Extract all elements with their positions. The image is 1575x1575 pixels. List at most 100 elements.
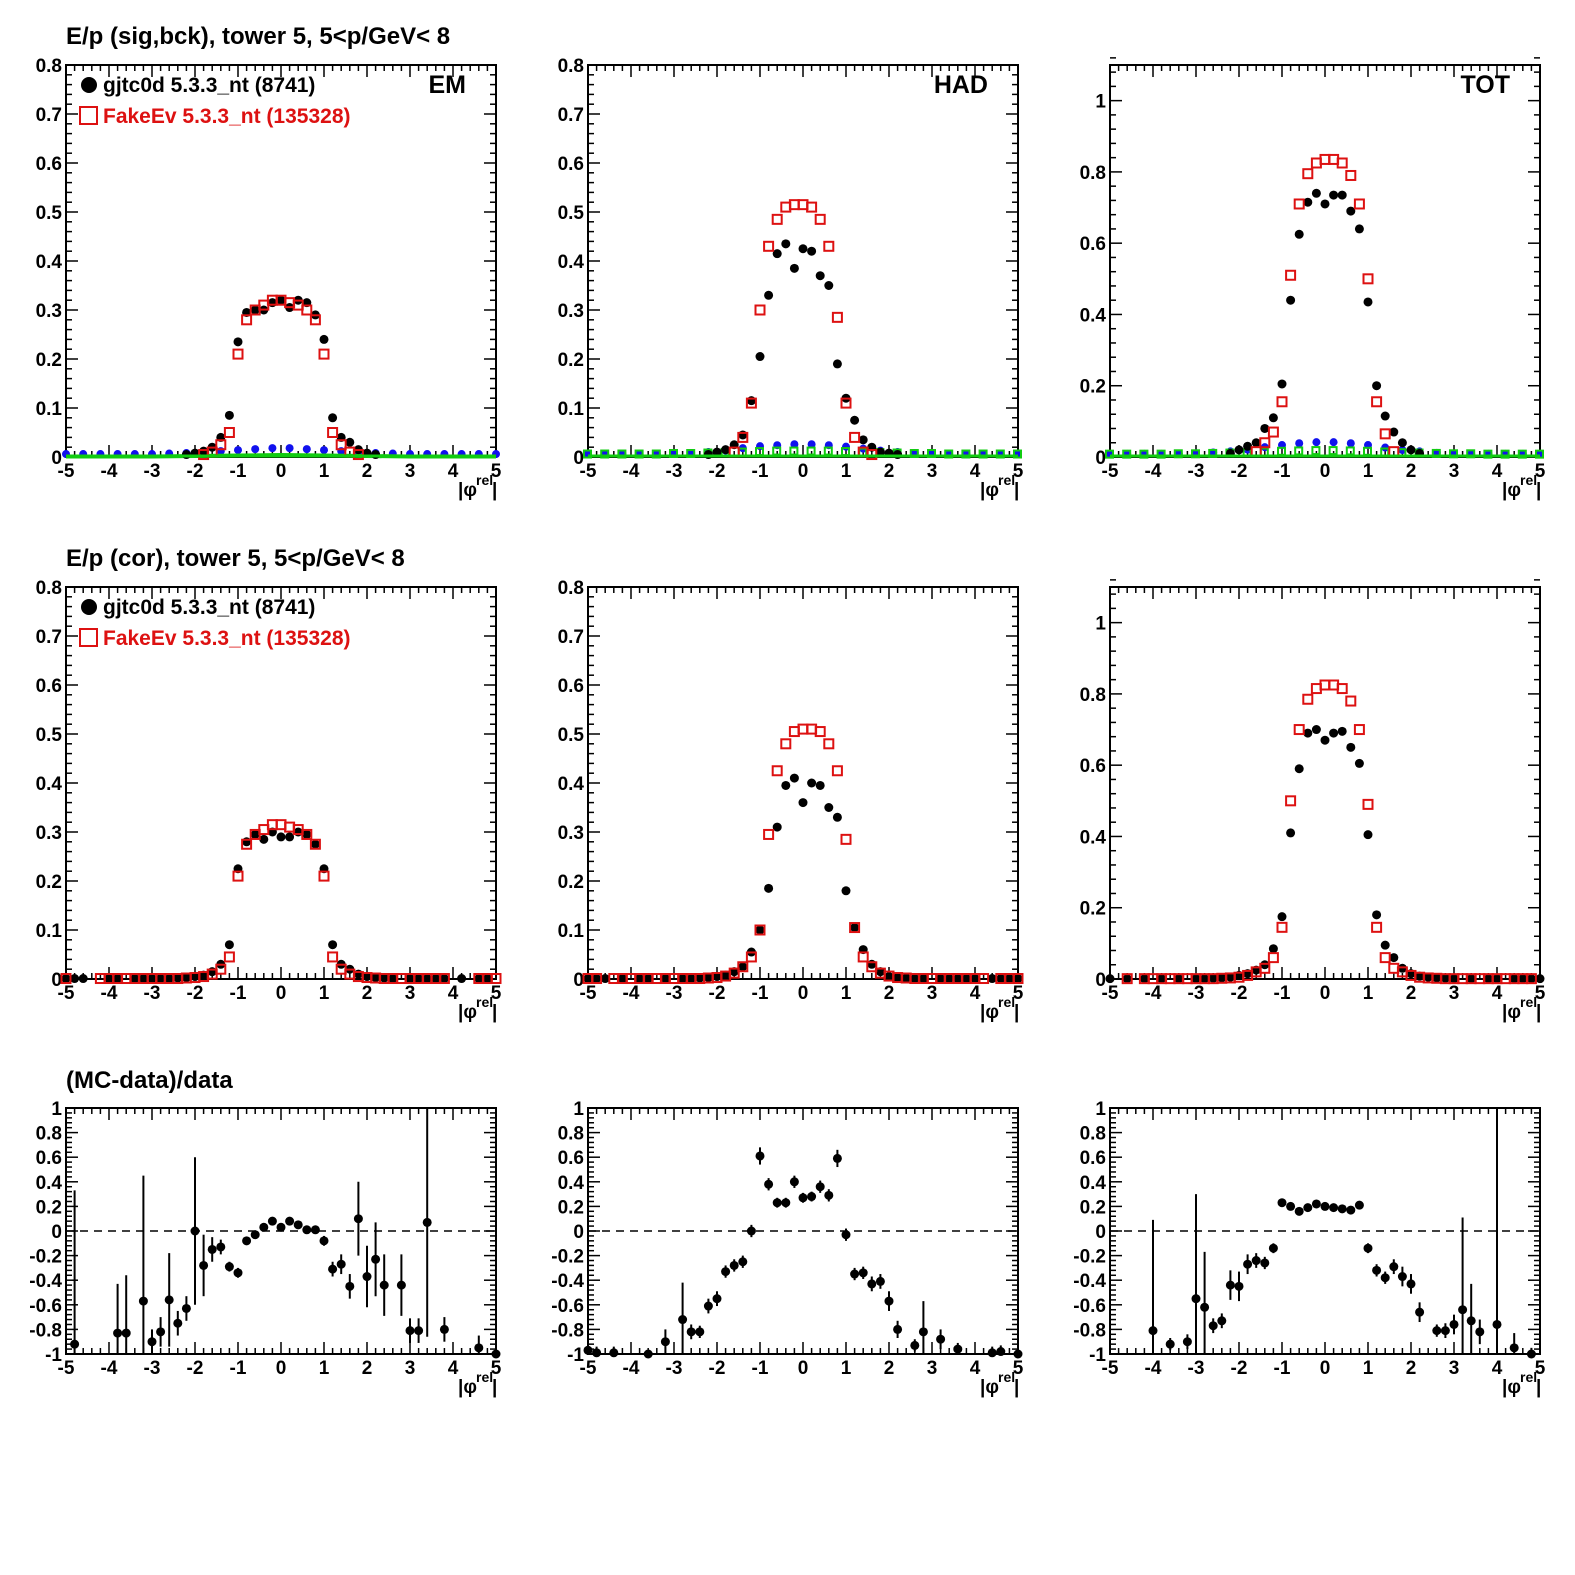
ratio-point — [336, 1259, 346, 1269]
x-tick-label: 0 — [1320, 1358, 1331, 1379]
x-tick-label: -4 — [101, 1358, 118, 1379]
ratio-point — [1165, 1339, 1175, 1349]
series-open-square — [198, 294, 364, 461]
mc-point — [301, 828, 313, 840]
data-point — [781, 239, 791, 249]
data-point — [944, 974, 954, 984]
ratio-point — [1329, 1203, 1339, 1213]
ratio-point — [491, 1349, 501, 1359]
y-tick-label: 0.5 — [558, 725, 585, 746]
data-point — [721, 445, 731, 455]
ratio-point — [353, 1214, 363, 1224]
data-point — [371, 973, 381, 983]
data-point — [643, 974, 653, 984]
y-tick-label: 0.1 — [558, 399, 585, 420]
ratio-point — [824, 1190, 834, 1200]
data-point — [1526, 974, 1536, 984]
mc-point — [1012, 973, 1024, 985]
x-tick-label: -1 — [752, 461, 769, 482]
legend-row2: gjtc0d 5.3.3_nt (8741) FakeEv 5.3.3_nt (… — [79, 596, 351, 650]
ratio-point — [738, 1257, 748, 1267]
data-point — [164, 974, 174, 984]
mc-point — [754, 304, 766, 316]
y-tick-label: -0.2 — [1073, 1247, 1106, 1268]
data-point — [970, 974, 980, 984]
x-tick-label: 0 — [1320, 983, 1331, 1004]
x-tick-label: 5 — [491, 1358, 502, 1379]
data-point — [78, 974, 88, 984]
mc-point — [978, 973, 990, 985]
x-tick-label: 2 — [362, 461, 373, 482]
ratio-point — [1320, 1201, 1330, 1211]
ratio-point — [850, 1269, 860, 1279]
y-tick-label: 0.4 — [36, 252, 63, 273]
data-point — [1337, 726, 1347, 736]
y-tick-label: 0.2 — [558, 872, 584, 893]
y-tick-label: 0.3 — [36, 301, 62, 322]
x-tick-label: 4 — [970, 461, 981, 482]
x-tick-label: -2 — [709, 461, 726, 482]
ratio-point — [815, 1182, 825, 1192]
x-tick-label: 3 — [927, 983, 938, 1004]
x-tick-label: 2 — [884, 1358, 895, 1379]
bck-mc-point — [1328, 446, 1338, 456]
data-point — [600, 974, 610, 984]
y-tick-label: 0 — [51, 970, 62, 991]
data-point — [1013, 974, 1023, 984]
bck-mc-point — [978, 449, 988, 459]
data-point — [850, 415, 860, 425]
bck-data-point — [1312, 438, 1321, 447]
y-tick-label: 0.8 — [1080, 163, 1106, 184]
mc-point — [438, 973, 450, 985]
data-point — [285, 832, 295, 842]
legend-mc-marker — [79, 628, 98, 647]
x-tick-label: -3 — [144, 1358, 161, 1379]
bck-mc-point — [1535, 449, 1544, 459]
bck-mc-point — [1156, 449, 1166, 459]
bck-mc-point — [1311, 446, 1321, 456]
mc-point — [1121, 973, 1133, 985]
x-tick-label: 5 — [1013, 1358, 1024, 1379]
x-tick-label: -3 — [144, 983, 161, 1004]
y-tick-label: 0.7 — [36, 105, 62, 126]
x-tick-label: 4 — [448, 1358, 459, 1379]
x-tick-label: 5 — [1535, 461, 1546, 482]
data-point — [224, 940, 234, 950]
data-point — [61, 974, 71, 984]
data-point — [1423, 972, 1433, 982]
x-axis-label-sup: rel — [1520, 994, 1537, 1010]
panel-r1c2: -5 -4 -3 -2 -1 0 1 2 3 4 5 |φ rel| 0 0.1 0.2 0.3 0.4 0.5 0.… — [558, 56, 1024, 501]
data-point — [1329, 190, 1339, 200]
data-point — [798, 244, 808, 254]
mc-point — [823, 738, 835, 750]
ratio-point — [113, 1328, 123, 1338]
legend-data-label: gjtc0d 5.3.3_nt (8741) — [103, 74, 315, 97]
mc-point — [823, 240, 835, 252]
x-tick-label: -1 — [1274, 983, 1291, 1004]
mc-point — [1371, 396, 1383, 408]
series-open-square — [60, 819, 502, 985]
legend-data-label: gjtc0d 5.3.3_nt (8741) — [103, 596, 315, 619]
x-axis-label-end: | — [1536, 1377, 1541, 1398]
series-circle-errorbar — [70, 1108, 501, 1359]
x-tick-label: 4 — [970, 1358, 981, 1379]
ratio-point — [609, 1348, 619, 1358]
ratio-point — [1449, 1319, 1459, 1329]
ratio-point — [1268, 1243, 1278, 1253]
ratio-point — [379, 1280, 389, 1290]
y-tick-label: 1 — [1095, 614, 1106, 635]
x-axis-label: |φ — [1502, 1002, 1521, 1023]
data-point — [738, 962, 748, 972]
data-point — [703, 973, 713, 983]
mc-point — [1267, 952, 1279, 964]
x-axis-label-sup: rel — [476, 472, 493, 488]
ratio-point — [807, 1192, 817, 1202]
bck-mc-point — [617, 449, 627, 459]
data-point — [422, 974, 432, 984]
x-tick-label: 4 — [1492, 1358, 1503, 1379]
ratio-point — [1243, 1259, 1253, 1269]
y-tick-label: 0.6 — [1080, 1148, 1106, 1169]
data-point — [746, 396, 756, 406]
ratio-point — [259, 1222, 269, 1232]
